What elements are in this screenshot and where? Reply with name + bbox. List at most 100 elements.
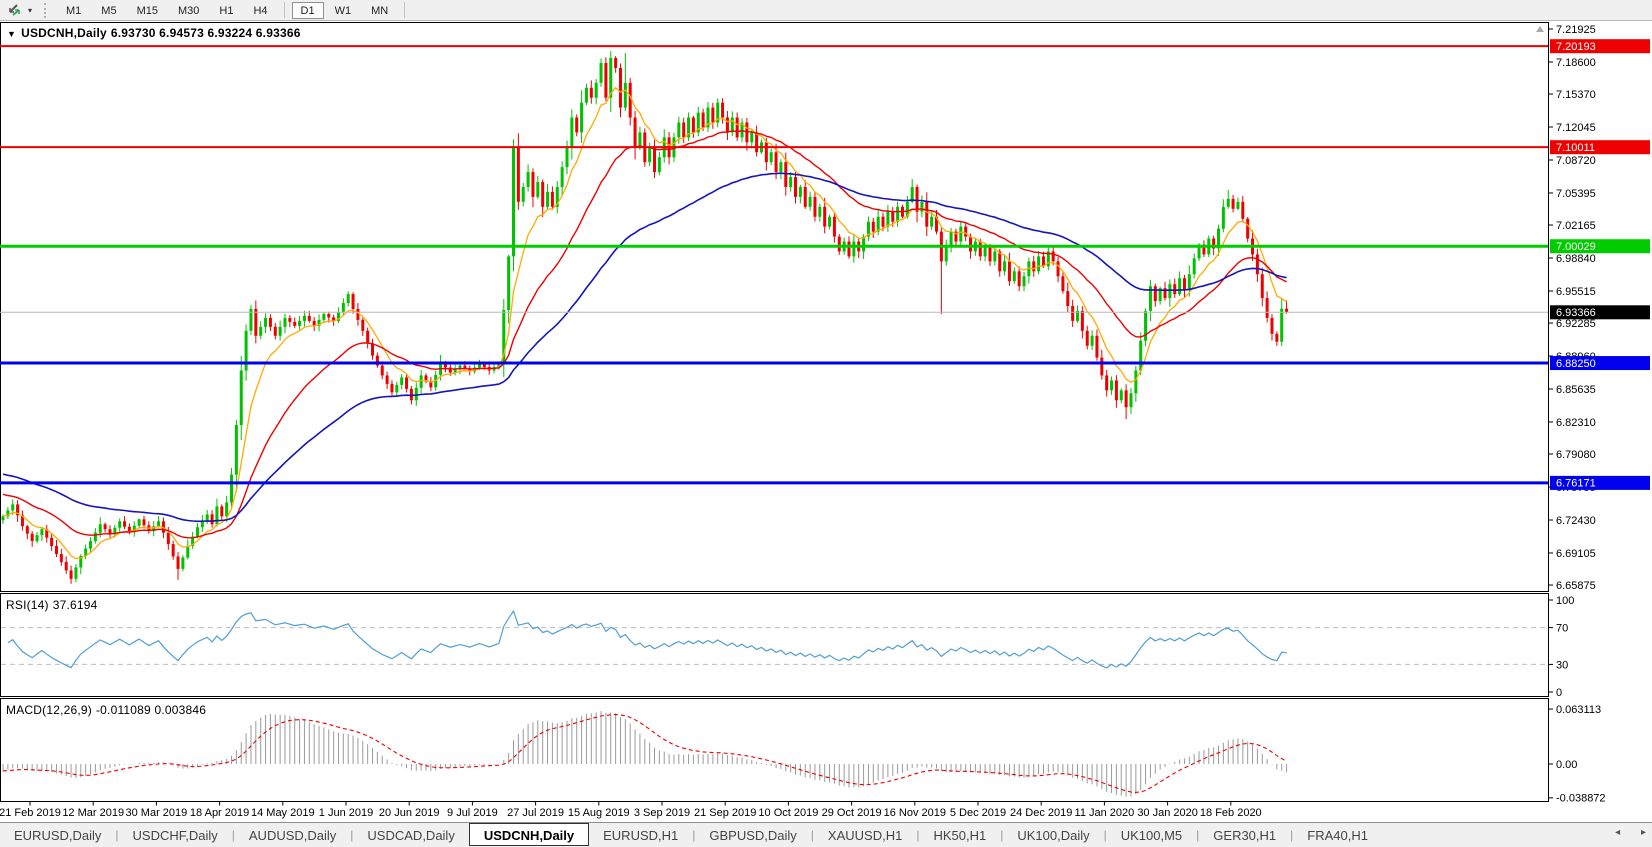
tab-separator: | [692,828,696,842]
price-tick-label: 7.15370 [1556,89,1596,101]
tab-eurusd-daily[interactable]: EURUSD,Daily [14,827,102,843]
tab-usdcnh-daily[interactable]: USDCNH,Daily [468,822,590,846]
price-badge-label: 6.88250 [1556,358,1596,370]
tab-scroll-left-icon[interactable]: ◂ [1615,827,1621,838]
price-panel [0,22,1549,592]
date-tick-label: 29 Oct 2019 [822,807,882,819]
rsi-tick-label: 100 [1556,595,1574,607]
chart-canvas[interactable]: 7.21925 7.18600 7.15370 7.12045 7.08720 7.053… [0,21,1652,822]
moving-average-8 [2,86,1287,560]
collapse-triangle-icon[interactable]: ▼ [7,29,17,39]
macd-tick-label: -0.038872 [1556,793,1606,805]
date-tick-label: 30 Mar 2019 [126,807,188,819]
rsi-name: RSI(14) [6,598,49,612]
tab-fra40-h1[interactable]: FRA40,H1 [1307,827,1368,843]
tab-scroll-right-icon[interactable]: ▸ [1640,827,1646,838]
toolbar-separator [404,2,406,18]
tab-separator: | [1000,828,1004,842]
price-tick-label: 6.72430 [1556,515,1596,527]
tab-uk100-m5[interactable]: UK100,M5 [1120,827,1183,843]
rsi-line [7,609,1287,669]
rsi-value: 37.6194 [52,598,98,612]
tab-ger30-h1[interactable]: GER30,H1 [1213,827,1277,843]
price-badge-7.10011: 7.10011 [1550,140,1650,155]
price-tick-label: 7.05395 [1556,188,1596,200]
tab-separator: | [1196,828,1200,842]
timeframe-button-d1[interactable]: D1 [291,1,324,19]
date-tick-label: 20 Jun 2019 [379,807,440,819]
chart-tab-bar: EURUSD,Daily | USDCHF,Daily | AUDUSD,Daily | U… [0,822,1652,847]
rsi-axis: 100 70 30 0 [1548,595,1574,699]
price-badge-6.76171: 6.76171 [1550,475,1650,490]
tab-separator: | [115,828,119,842]
timeframe-toolbar: ▾ M1 M5 M15 M30 H1 H4 D1 W1 MN [0,0,1652,21]
price-tick-label: 6.98840 [1556,253,1596,265]
tab-usdchf-daily[interactable]: USDCHF,Daily [132,827,218,843]
price-badge-6.93366: 6.93366 [1550,305,1650,320]
date-tick-label: 3 Sep 2019 [634,807,690,819]
price-tick-label: 6.95515 [1556,286,1596,298]
price-badge-label: 7.20193 [1556,41,1596,53]
macd-histogram [2,711,1288,797]
timeframe-button-h4[interactable]: H4 [253,4,268,17]
date-tick-label: 24 Dec 2019 [1010,807,1072,819]
date-tick-label: 12 Mar 2019 [62,807,124,819]
tab-usdcad-daily[interactable]: USDCAD,Daily [367,827,455,843]
price-tick-label: 6.82310 [1556,417,1596,429]
price-badge-7.00029: 7.00029 [1550,239,1650,254]
price-badge-label: 7.00029 [1556,241,1596,253]
date-tick-label: 15 Aug 2019 [568,807,630,819]
tab-scroll-arrows: ◂ ▸ [1597,827,1646,838]
tab-separator: | [810,828,814,842]
price-tick-label: 6.69105 [1556,548,1596,560]
chart-title: ▼ USDCNH,Daily 6.93730 6.94573 6.93224 6.9… [7,26,305,40]
timeframe-button-m1[interactable]: M1 [66,4,82,17]
chart-shift-dropdown-icon[interactable]: ▾ [27,5,32,15]
date-tick-label: 16 Nov 2019 [884,807,946,819]
symbol-period-label: USDCNH,Daily [21,26,107,40]
timeframe-button-m5[interactable]: M5 [101,4,117,17]
tab-separator: | [1290,828,1294,842]
date-tick-label: 30 Jan 2020 [1137,807,1198,819]
date-tick-label: 21 Feb 2019 [0,807,61,819]
tab-uk100-daily[interactable]: UK100,Daily [1017,827,1090,843]
macd-panel [0,698,1549,802]
ohlc-values: 6.93730 6.94573 6.93224 6.93366 [110,26,301,40]
scroll-up-icon[interactable] [1536,26,1544,32]
rsi-tick-label: 30 [1556,659,1568,671]
toolbar-grip[interactable] [44,2,50,18]
price-tick-label: 7.18600 [1556,57,1596,69]
timeframe-button-m15[interactable]: M15 [136,4,158,17]
tab-hk50-h1[interactable]: HK50,H1 [933,827,987,843]
tab-audusd-daily[interactable]: AUDUSD,Daily [248,827,337,843]
moving-average-60 [2,172,1287,523]
timeframe-buttons: M1 M5 M15 M30 H1 H4 D1 W1 MN [56,1,411,19]
chart-shift-icon[interactable] [4,2,24,19]
tab-separator: | [350,828,354,842]
timeframe-button-m30[interactable]: M30 [177,4,200,17]
price-tick-label: 6.65875 [1556,580,1596,592]
timeframe-button-mn[interactable]: MN [371,4,389,17]
timeframe-button-h1[interactable]: H1 [219,4,234,17]
date-tick-label: 11 Jan 2020 [1075,807,1135,819]
price-tick-label: 6.85635 [1556,384,1596,396]
price-tick-label: 6.79080 [1556,449,1596,461]
price-badge-7.20193: 7.20193 [1550,39,1650,54]
date-tick-label: 14 May 2019 [251,807,315,819]
macd-tick-label: 0.063113 [1556,704,1601,716]
macd-tick-label: 0.00 [1556,759,1577,771]
date-tick-label: 9 Jul 2019 [447,807,498,819]
date-tick-label: 21 Sep 2019 [694,807,756,819]
price-badge-6.88250: 6.88250 [1550,356,1650,371]
rsi-indicator-label: RSI(14) 37.6194 [6,598,102,612]
date-tick-label: 1 Jun 2019 [319,807,373,819]
tab-xauusd-h1[interactable]: XAUUSD,H1 [827,827,903,843]
tab-eurusd-h1[interactable]: EURUSD,H1 [603,827,679,843]
price-tick-label: 7.21925 [1556,24,1596,36]
timeframe-button-w1[interactable]: W1 [334,4,352,17]
tab-gbpusd-daily[interactable]: GBPUSD,Daily [709,827,797,843]
date-tick-label: 10 Oct 2019 [758,807,818,819]
macd-indicator-label: MACD(12,26,9) -0.011089 0.003846 [6,703,210,717]
price-axis: 7.21925 7.18600 7.15370 7.12045 7.08720 7.053… [1548,24,1596,592]
